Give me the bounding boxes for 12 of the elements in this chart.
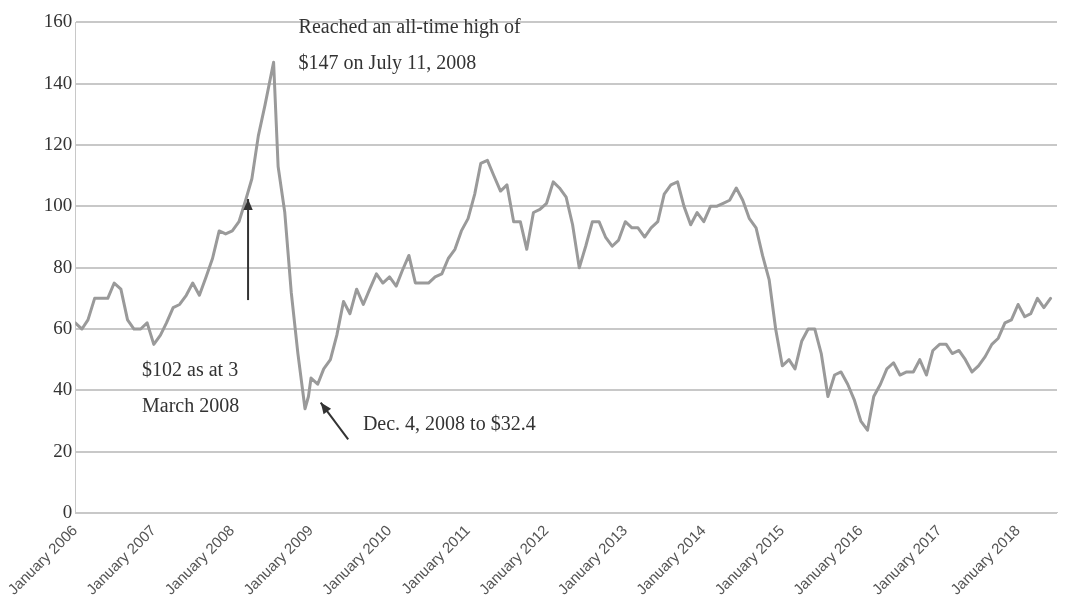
- y-tick-label: 60: [53, 317, 73, 339]
- y-tick-label: 140: [43, 71, 73, 93]
- y-tick-label: 20: [53, 439, 73, 461]
- y-tick-label: 80: [53, 255, 73, 277]
- y-tick-label: 0: [62, 500, 73, 522]
- y-tick-label: 120: [43, 133, 73, 155]
- annotation: Dec. 4, 2008 to $32.4: [362, 412, 536, 435]
- annotation: Reached an all-time high of $147 on July 11, 2008: [298, 14, 522, 74]
- annotation: $102 as at 3 March 2008: [142, 358, 240, 417]
- y-tick-label: 160: [43, 10, 73, 32]
- y-tick-label: 100: [43, 194, 73, 216]
- y-tick-label: 40: [53, 378, 73, 400]
